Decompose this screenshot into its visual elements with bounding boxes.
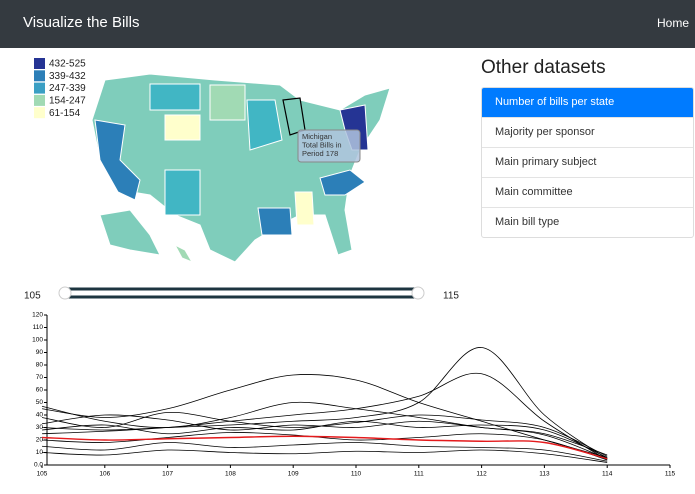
series-line <box>41 412 608 457</box>
legend-label: 432-525 <box>49 59 86 70</box>
x-tick-label: 107 <box>162 471 173 478</box>
y-tick-label: 90 <box>36 349 44 356</box>
slider-min: 105 <box>24 291 41 302</box>
slider-handle[interactable] <box>58 286 72 300</box>
dataset-item[interactable]: Main committee <box>482 177 693 207</box>
dataset-item[interactable]: Majority per sponsor <box>482 117 693 147</box>
alaska <box>99 209 161 256</box>
x-tick-label: 109 <box>288 471 299 478</box>
slider-handle[interactable] <box>411 286 425 300</box>
y-tick-label: 50 <box>36 399 44 406</box>
x-tick-label: 108 <box>225 471 236 478</box>
series-line <box>41 449 608 463</box>
state <box>257 207 293 236</box>
y-tick-label: 30 <box>36 424 44 431</box>
tooltip-text: Period 178 <box>302 149 338 158</box>
y-tick-label: 0.0 <box>34 462 43 469</box>
series-line <box>41 420 608 458</box>
x-tick-label: 106 <box>99 471 110 478</box>
series-line <box>41 442 608 462</box>
legend-swatch <box>34 82 45 94</box>
legend-label: 154-247 <box>49 96 86 107</box>
y-tick-label: 20 <box>36 437 44 444</box>
x-tick-label: 114 <box>602 471 613 478</box>
dataset-list: Number of bills per state Majority per sp… <box>481 87 694 238</box>
series-line <box>41 347 608 460</box>
state <box>164 114 201 141</box>
dataset-item[interactable]: Number of bills per state <box>482 88 693 117</box>
x-tick-label: 115 <box>665 471 676 478</box>
dataset-item[interactable]: Main bill type <box>482 207 693 237</box>
legend-label: 61-154 <box>49 108 81 119</box>
state <box>94 119 141 201</box>
y-tick-label: 70 <box>36 374 44 381</box>
home-link[interactable]: Home <box>656 16 689 30</box>
hawaii <box>173 243 194 264</box>
y-tick-label: 60 <box>36 387 44 394</box>
series-line <box>41 414 608 460</box>
x-tick-label: 113 <box>539 471 550 478</box>
series-line <box>41 432 608 461</box>
x-tick-label: 110 <box>351 471 362 478</box>
series-line <box>41 401 608 456</box>
state <box>319 169 366 196</box>
navbar: Visualize the Bills Home <box>0 0 695 48</box>
y-tick-label: 10 <box>36 449 44 456</box>
series-line <box>41 374 608 458</box>
y-tick-label: 80 <box>36 362 44 369</box>
y-tick-label: 120 <box>32 312 43 319</box>
series-line <box>41 372 608 461</box>
state <box>246 99 283 151</box>
legend-swatch <box>34 58 45 69</box>
state <box>294 191 315 226</box>
slider-max: 115 <box>443 291 459 302</box>
y-tick-label: 110 <box>33 324 44 331</box>
legend-label: 247-339 <box>49 83 86 94</box>
legend-label: 339-432 <box>49 71 86 82</box>
state <box>209 84 246 121</box>
y-tick-label: 100 <box>32 337 43 344</box>
sidebar-title: Other datasets <box>481 57 606 78</box>
state <box>149 83 201 111</box>
dataset-item[interactable]: Main primary subject <box>482 147 693 177</box>
legend-swatch <box>34 107 45 119</box>
tooltip-text: Michigan <box>302 132 332 141</box>
x-tick-label: 111 <box>414 471 424 478</box>
tooltip-text: Total Bills in <box>302 140 342 149</box>
state <box>164 169 201 216</box>
x-tick-label: 105 <box>37 471 48 478</box>
y-tick-label: 40 <box>36 412 44 419</box>
series-line <box>41 435 608 460</box>
x-tick-label: 112 <box>476 471 487 478</box>
legend-swatch <box>34 94 45 106</box>
legend-swatch <box>34 70 45 82</box>
us-map <box>91 73 391 264</box>
brand[interactable]: Visualize the Bills <box>23 14 140 31</box>
tooltip <box>297 129 361 163</box>
